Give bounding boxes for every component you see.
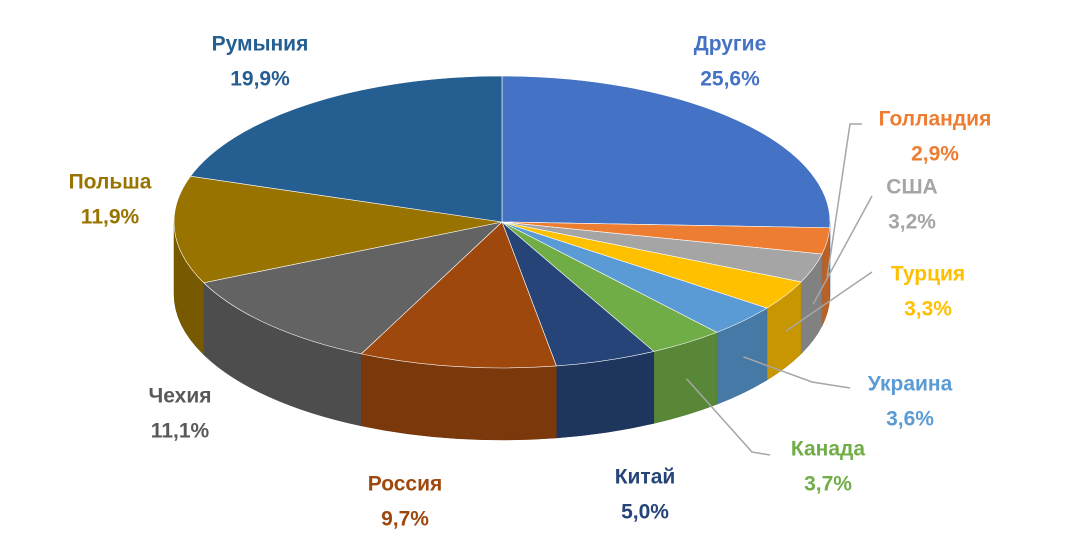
leader-line <box>826 123 862 278</box>
leader-line <box>685 378 771 456</box>
value-label: 2,9% <box>911 143 959 166</box>
slice <box>501 221 823 355</box>
slice-top <box>173 175 503 284</box>
value-label: 3,6% <box>886 408 934 431</box>
slice-top <box>501 75 831 229</box>
slice-label: Украина <box>868 373 953 396</box>
slice-top <box>190 75 503 223</box>
leader-line <box>743 356 851 389</box>
slice <box>173 175 503 356</box>
leader-line <box>812 195 873 305</box>
slice-top <box>203 221 503 355</box>
leader-line <box>785 271 873 333</box>
value-label: 25,6% <box>700 68 760 91</box>
slice <box>501 221 802 381</box>
slice-label: США <box>886 176 937 199</box>
slice-label: Чехия <box>149 385 212 408</box>
slice <box>203 221 503 427</box>
value-label: 19,9% <box>230 68 290 91</box>
slice-top <box>360 221 557 369</box>
slice-label: Голландия <box>879 108 992 131</box>
slice <box>501 221 768 405</box>
value-label: 3,2% <box>888 211 936 234</box>
slice-label: Канада <box>791 438 865 461</box>
slice-label: Румыния <box>212 33 309 56</box>
slice <box>501 221 655 439</box>
slice-label: Китай <box>615 466 676 489</box>
value-label: 3,3% <box>904 298 952 321</box>
slice <box>190 75 503 223</box>
value-label: 11,1% <box>151 420 210 443</box>
value-label: 11,9% <box>81 206 140 229</box>
slice-label: Россия <box>368 473 443 496</box>
slice <box>360 221 557 441</box>
value-label: 3,7% <box>804 473 852 496</box>
value-label: 5,0% <box>621 501 669 524</box>
slice-label: Турция <box>891 263 965 286</box>
slice-label: Польша <box>69 171 152 194</box>
slice-label: Другие <box>694 33 767 56</box>
value-label: 9,7% <box>381 508 429 531</box>
